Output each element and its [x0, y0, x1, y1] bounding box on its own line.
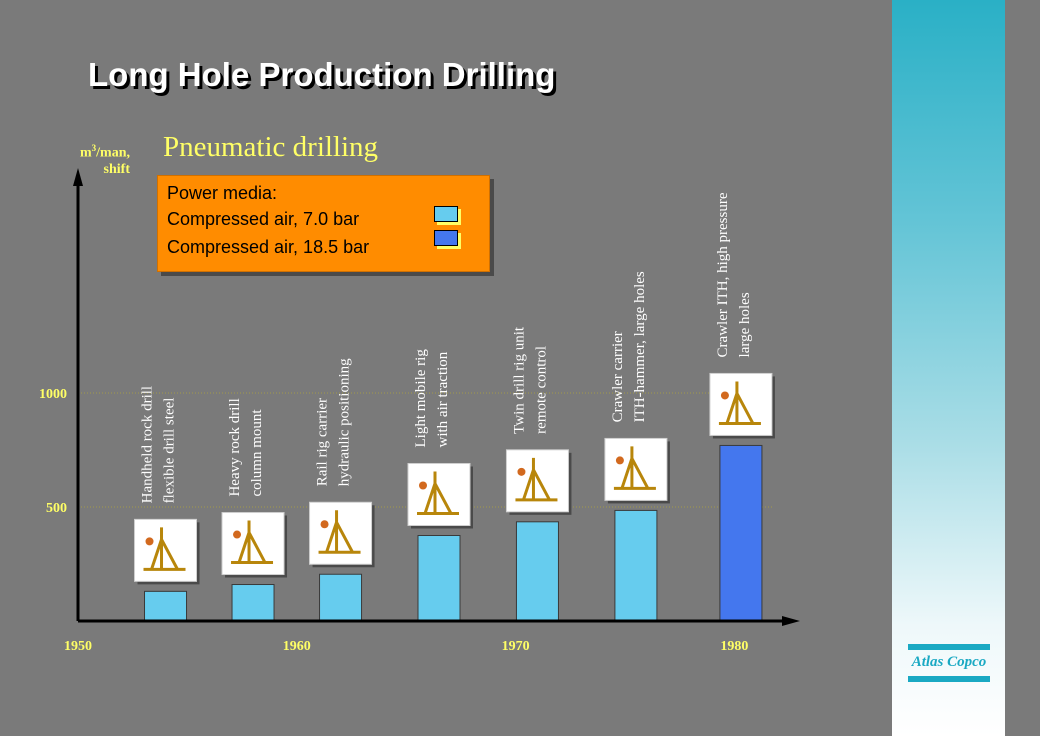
chart-subtitle: Pneumatic drilling — [163, 131, 379, 163]
logo-bar-bottom — [908, 676, 990, 682]
bar-label: Light mobile rig — [413, 349, 429, 448]
rig-illustration — [604, 437, 668, 501]
operator-icon — [320, 520, 329, 529]
legend-label-7bar: Compressed air, 7.0 bar — [167, 209, 360, 229]
x-axis-arrow — [782, 616, 800, 626]
logo-text: Atlas Copco — [911, 654, 987, 670]
x-tick-label: 1950 — [64, 639, 92, 654]
y-axis-label: m3/man, shift — [50, 140, 130, 178]
operator-icon — [145, 537, 154, 546]
operator-icon — [720, 391, 729, 400]
bar — [515, 521, 559, 622]
rig-illustration — [505, 449, 569, 513]
page-title: Long Hole Production Drilling — [88, 56, 556, 93]
bar — [719, 444, 763, 622]
y-tick-label: 500 — [46, 501, 67, 516]
bar-label: flexible drill steel — [162, 398, 178, 504]
legend-label-18bar: Compressed air, 18.5 bar — [167, 237, 370, 257]
right-edge — [1005, 0, 1040, 736]
y-axis-label-rest: /man, — [96, 145, 130, 161]
bar — [231, 584, 275, 622]
bar — [144, 590, 188, 622]
atlas-copco-logo: Atlas Copco — [908, 644, 990, 684]
x-tick-label: 1980 — [720, 639, 748, 654]
rig-icon — [613, 446, 656, 490]
rig-illustration — [221, 512, 285, 576]
bar-label: remote control — [533, 346, 549, 434]
bar-label: ITH-hammer, large holes — [632, 271, 648, 422]
bar-label: large holes — [737, 292, 753, 357]
x-tick-label: 1960 — [283, 639, 311, 654]
legend-heading: Power media: — [167, 183, 278, 203]
y-axis-label-base: m — [79, 145, 92, 161]
bar-label: Twin drill rig unit — [511, 326, 527, 434]
bar-label: with air traction — [435, 351, 451, 447]
legend-box: Power media: Compressed air, 7.0 bar Com… — [157, 175, 490, 272]
operator-icon — [615, 456, 624, 465]
rig-icon — [417, 471, 459, 515]
rig-illustration — [709, 372, 773, 436]
rig-icon — [718, 381, 761, 425]
rig-icon — [318, 510, 361, 554]
y-tick-label: 1000 — [39, 387, 67, 402]
rig-illustration — [407, 463, 471, 526]
bar — [319, 573, 363, 622]
bar-label: hydraulic positioning — [337, 358, 353, 486]
y-axis-label-sup: 3 — [91, 143, 97, 153]
bar-label: Crawler ITH, high pressure — [715, 192, 731, 357]
bar-label: Handheld rock drill — [140, 386, 156, 503]
rig-icon — [515, 457, 558, 502]
x-tick-label: 1970 — [502, 639, 530, 654]
rig-icon — [231, 520, 274, 565]
logo-bar-top — [908, 644, 990, 650]
bar — [614, 509, 658, 622]
rig-illustration — [134, 518, 198, 582]
operator-icon — [233, 530, 242, 539]
bar — [417, 535, 461, 622]
bar-label: column mount — [249, 409, 265, 497]
right-gradient-panel — [892, 0, 1005, 736]
legend-swatch-7bar — [434, 206, 458, 222]
y-axis-arrow — [73, 168, 83, 186]
legend-swatch-18bar — [434, 230, 458, 246]
operator-icon — [517, 467, 526, 476]
rig-icon — [143, 527, 186, 571]
bar-label: Rail rig carrier — [315, 398, 331, 486]
bar-label: Crawler carrier — [610, 331, 626, 422]
rig-illustration — [309, 501, 373, 565]
operator-icon — [419, 481, 427, 490]
bar-label: Heavy rock drill — [227, 398, 243, 496]
y-axis-label-line2: shift — [103, 161, 130, 177]
